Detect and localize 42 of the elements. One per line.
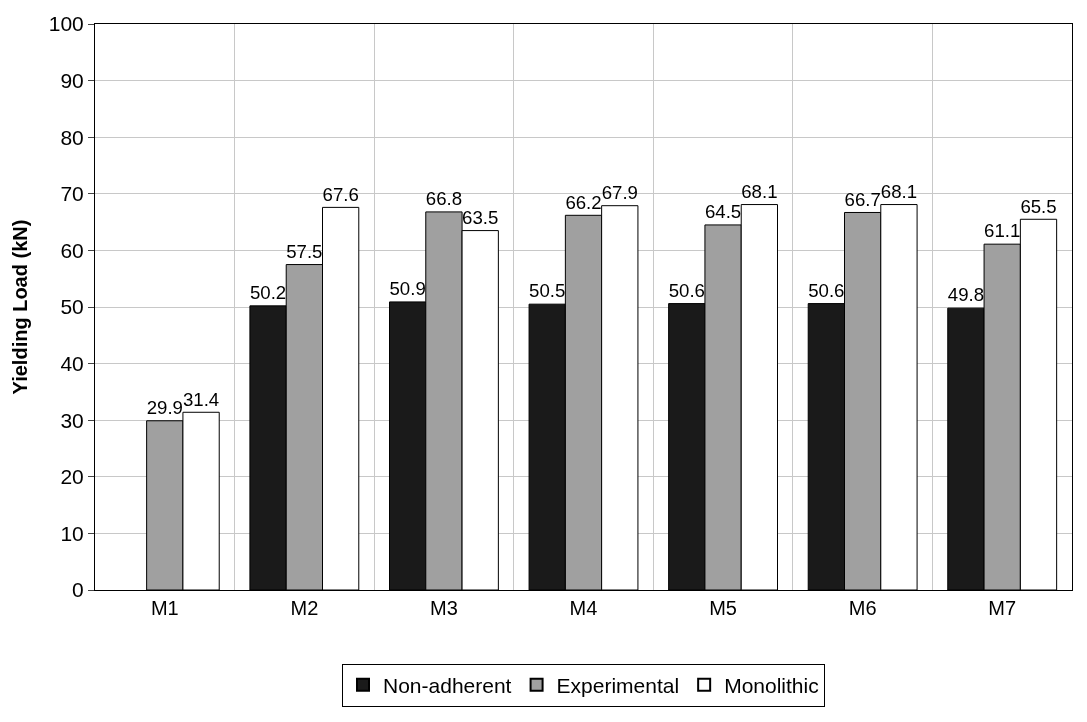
x-tick-label: M1 — [150, 597, 179, 619]
data-label: 65.5 — [1020, 195, 1057, 217]
data-label: 66.2 — [565, 191, 602, 213]
data-label: 66.7 — [844, 188, 881, 210]
y-tick-label: 10 — [60, 521, 84, 545]
data-label: 67.9 — [601, 181, 638, 203]
y-tick-label: 60 — [60, 238, 84, 262]
y-tick-label: 40 — [60, 351, 84, 375]
data-label: 64.5 — [704, 201, 742, 223]
y-tick-label: 70 — [60, 182, 84, 206]
y-tick-label: 80 — [60, 125, 84, 149]
data-label: 50.6 — [808, 279, 845, 301]
x-tick-label: M4 — [569, 597, 598, 619]
y-tick-label: 50 — [60, 295, 84, 319]
data-label: 66.8 — [425, 188, 463, 210]
x-tick-label: M7 — [988, 597, 1017, 619]
legend-label: Monolithic — [724, 673, 819, 697]
y-axis-title: Yielding Load (kN) — [9, 219, 32, 395]
legend-label: Experimental — [556, 673, 680, 697]
y-tick-label: 30 — [60, 408, 84, 432]
data-label: 67.6 — [322, 183, 359, 205]
x-tick-label: M3 — [430, 597, 458, 619]
data-label: 50.6 — [668, 279, 705, 301]
data-label: 29.9 — [146, 397, 183, 419]
y-tick-label: 0 — [72, 578, 84, 602]
data-label: 57.5 — [286, 240, 323, 262]
data-label: 49.8 — [947, 284, 985, 306]
y-tick-label: 20 — [60, 465, 84, 489]
data-label: 50.5 — [529, 280, 566, 302]
x-tick-label: M5 — [709, 597, 737, 619]
y-tick-label: 90 — [60, 68, 84, 92]
data-label: 31.4 — [182, 388, 220, 410]
y-tick-label: 100 — [48, 12, 84, 36]
legend-label: Non-adherent — [383, 673, 512, 697]
data-label: 50.9 — [389, 278, 426, 300]
x-tick-label: M6 — [848, 597, 877, 619]
x-tick-label: M2 — [290, 597, 319, 619]
data-label: 68.1 — [880, 180, 918, 202]
data-label: 63.5 — [462, 206, 499, 228]
data-label: 68.1 — [741, 180, 778, 202]
data-label: 61.1 — [984, 220, 1021, 242]
data-label: 50.2 — [249, 282, 287, 304]
